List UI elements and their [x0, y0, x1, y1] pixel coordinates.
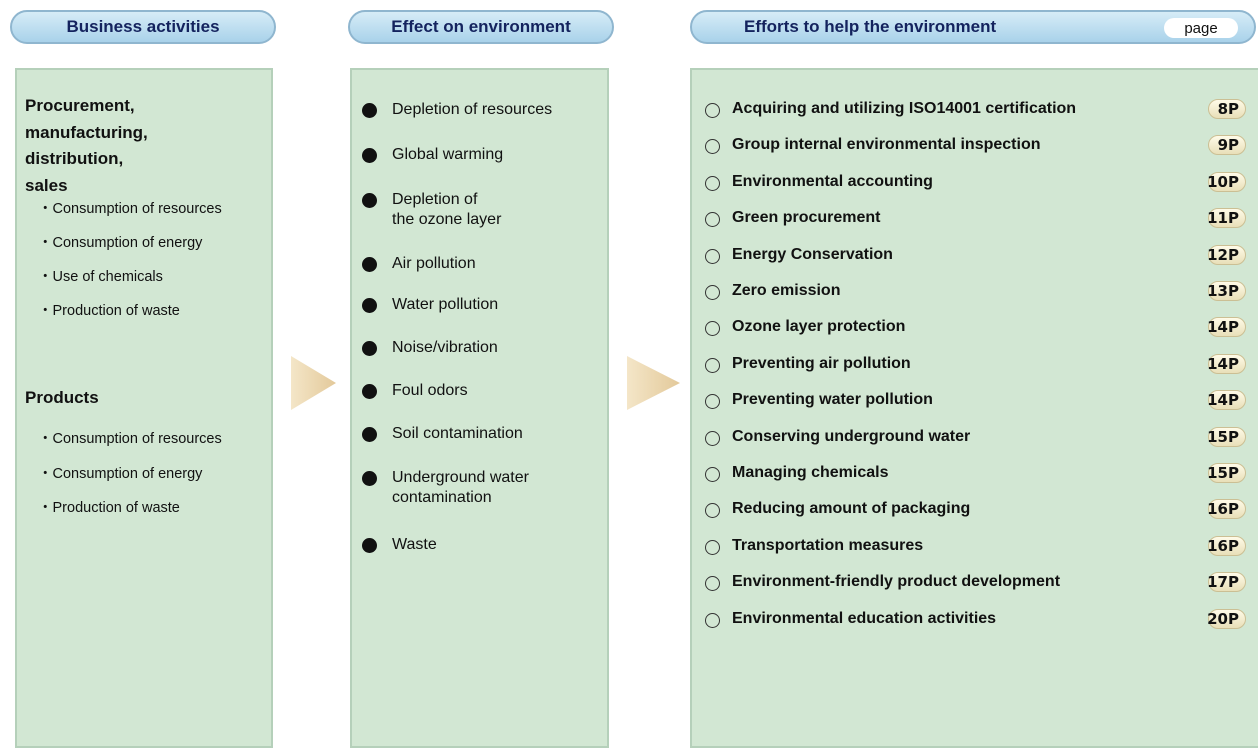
- effect-item: Depletion of the ozone layer: [392, 191, 502, 228]
- effort-item: Group internal environmental inspection: [732, 136, 1041, 154]
- effect-item: Depletion of resources: [392, 101, 553, 118]
- effort-item: Environment-friendly product development: [732, 573, 1061, 591]
- page-badge: 14P: [1207, 390, 1246, 411]
- bullet: [705, 467, 720, 482]
- bullet: [362, 538, 377, 553]
- effect-item: Global warming: [392, 146, 504, 163]
- bullet: [362, 148, 377, 163]
- effect-item: Waste: [392, 536, 437, 553]
- page-badge: 10P: [1207, 171, 1246, 192]
- page-badge: 15P: [1207, 463, 1246, 483]
- bullet: [705, 175, 720, 191]
- bullet: [362, 427, 377, 442]
- column-box: [690, 68, 1258, 748]
- bullet: [362, 193, 377, 208]
- page-badge: 16P: [1207, 535, 1246, 556]
- bullet: [705, 321, 720, 337]
- bullet: [705, 357, 720, 373]
- effect-item: Air pollution: [392, 255, 476, 272]
- bullet: [705, 394, 720, 410]
- page-badge: 16P: [1207, 499, 1246, 520]
- effect-item: Underground water contamination: [392, 469, 529, 506]
- page-badge: 15P: [1207, 426, 1246, 447]
- effort-item: Ozone layer protection: [732, 318, 906, 336]
- bullet: [705, 248, 720, 264]
- group-item: ・Consumption of resources: [38, 201, 222, 217]
- effect-item: Soil contamination: [392, 425, 523, 442]
- bullet: [705, 285, 720, 300]
- effect-item: Noise/vibration: [392, 339, 498, 356]
- bullet: [705, 503, 720, 519]
- column-header: Business activities: [10, 10, 276, 44]
- bullet: [362, 471, 377, 486]
- bullet: [362, 298, 377, 313]
- effort-item: Preventing water pollution: [732, 391, 933, 409]
- group-heading: Products: [25, 388, 99, 407]
- group-item: ・Consumption of energy: [38, 235, 203, 251]
- effort-item: Managing chemicals: [732, 464, 889, 481]
- column-header: Efforts to help the environment page: [690, 10, 1256, 44]
- page-badge: 14P: [1207, 317, 1246, 338]
- group-item: ・Use of chemicals: [38, 269, 163, 285]
- page-badge: 9P: [1208, 135, 1246, 156]
- group-item: ・Consumption of energy: [38, 465, 203, 482]
- page-badge: 8P: [1208, 99, 1246, 119]
- effort-item: Acquiring and utilizing ISO14001 certifi…: [732, 100, 1077, 117]
- effect-item: Foul odors: [392, 382, 468, 399]
- group-item: ・Production of waste: [38, 500, 180, 516]
- page-badge: 13P: [1207, 281, 1246, 301]
- effort-item: Conserving underground water: [732, 427, 971, 445]
- column-box: [350, 68, 609, 748]
- bullet: [705, 103, 720, 118]
- effort-item: Environmental education activities: [732, 609, 997, 627]
- bullet: [705, 576, 720, 592]
- bullet: [362, 384, 377, 399]
- effort-item: Reducing amount of packaging: [732, 500, 971, 518]
- effort-item: Transportation measures: [732, 536, 924, 554]
- group-heading: Procurement, manufacturing, distribution…: [25, 96, 148, 195]
- bullet: [705, 212, 720, 228]
- bullet: [362, 103, 377, 118]
- column-header: Effect on environment: [348, 10, 614, 44]
- bullet: [705, 139, 720, 155]
- page-badge: 14P: [1207, 353, 1246, 374]
- bullet: [362, 257, 377, 272]
- effort-item: Environmental accounting: [732, 172, 933, 190]
- arrow: [627, 356, 680, 410]
- group-item: ・Production of waste: [38, 303, 180, 319]
- page-badge: 20P: [1207, 608, 1246, 629]
- page-label: page: [1164, 18, 1238, 38]
- effort-item: Preventing air pollution: [732, 354, 911, 372]
- page-badge: 17P: [1207, 572, 1246, 593]
- bullet: [705, 612, 720, 628]
- effect-item: Water pollution: [392, 296, 499, 313]
- bullet: [362, 341, 377, 356]
- arrow: [291, 356, 336, 410]
- bullet: [705, 539, 720, 555]
- effort-item: Green procurement: [732, 209, 881, 227]
- page-badge: 12P: [1207, 244, 1246, 265]
- page-badge: 11P: [1207, 208, 1246, 229]
- effort-item: Zero emission: [732, 282, 841, 299]
- bullet: [705, 430, 720, 446]
- group-item: ・Consumption of resources: [38, 431, 222, 447]
- column-box: [15, 68, 273, 748]
- effort-item: Energy Conservation: [732, 245, 893, 263]
